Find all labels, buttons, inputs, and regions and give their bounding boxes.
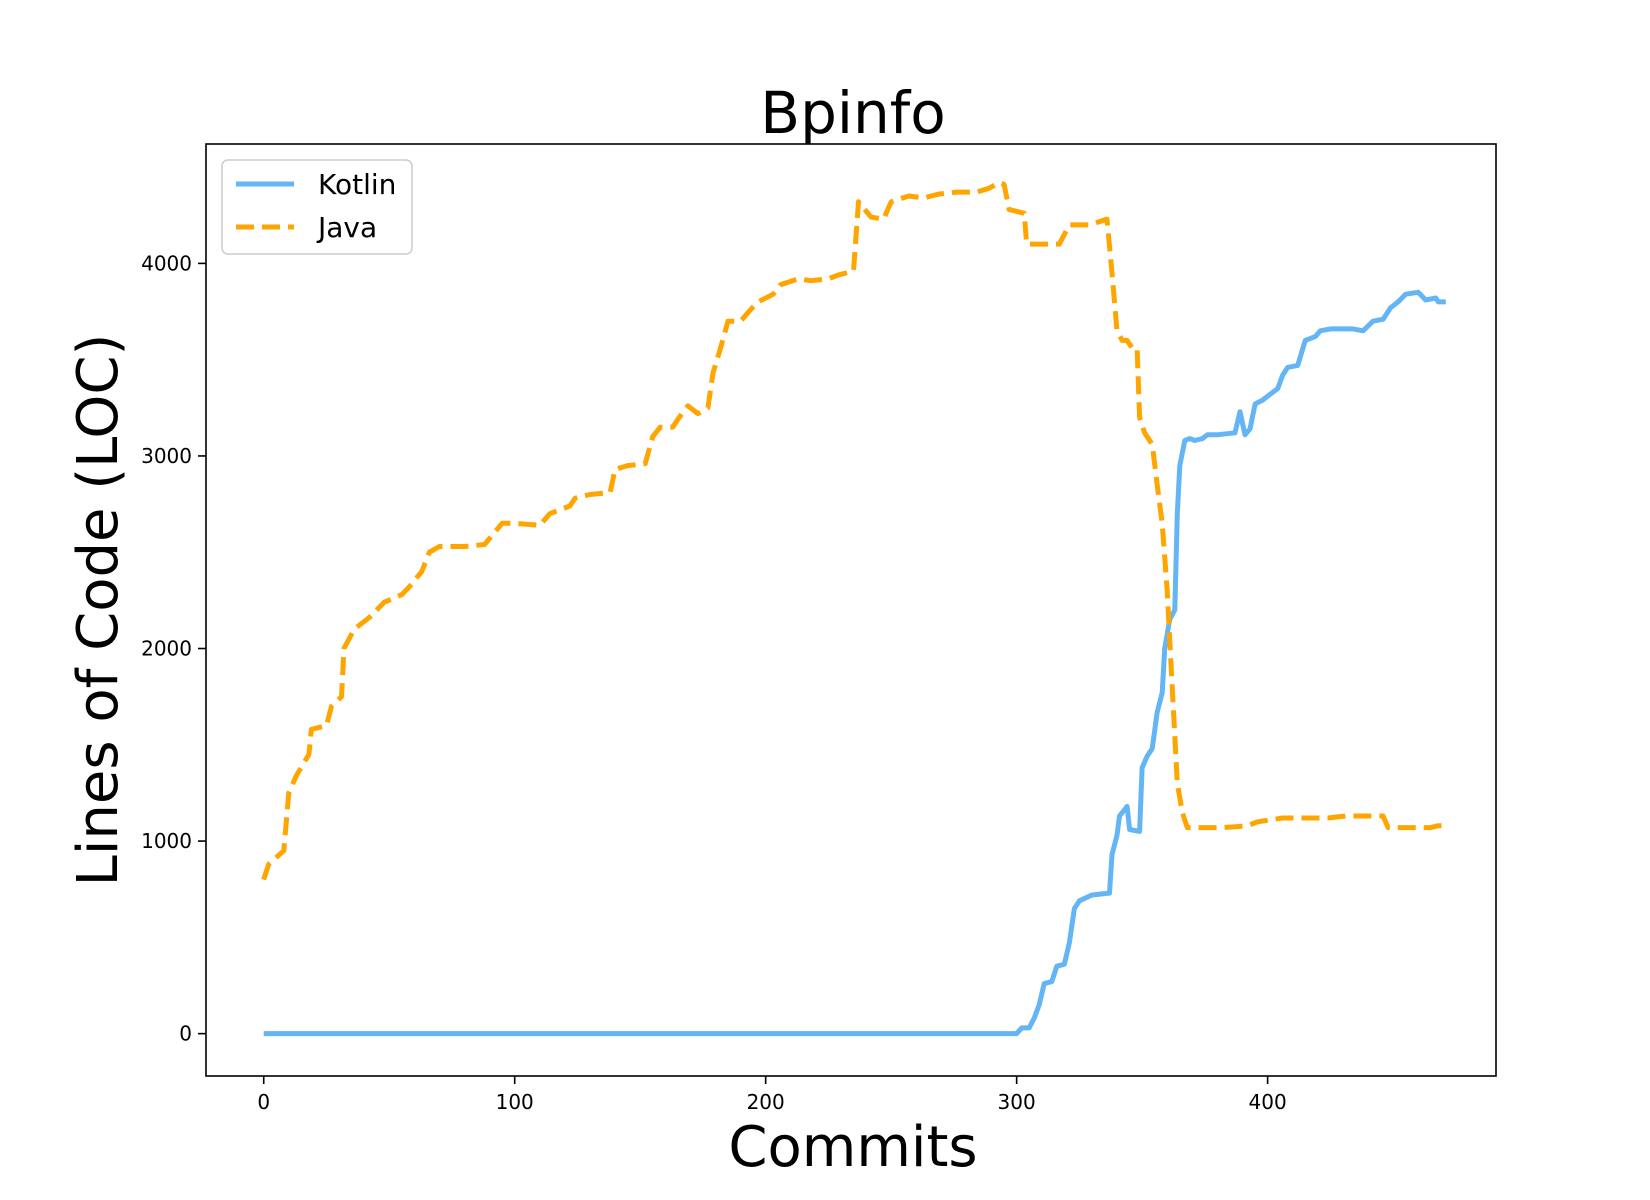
series-line-java [261,180,1446,881]
y-axis-label: Lines of Code (LOC) [66,334,131,887]
chart-title: Bpinfo [760,79,945,147]
y-tick-label: 0 [179,1022,192,1046]
plot-frame [205,143,1497,1077]
series-layer [261,180,1446,1037]
legend-label-kotlin: Kotlin [318,168,396,201]
legend-label-java: Java [316,211,377,244]
y-tick-label: 3000 [141,444,192,468]
y-tick-label: 4000 [141,251,192,275]
y-tick-label: 1000 [141,829,192,853]
x-axis: 0 100 200 300 400 [257,1076,1287,1114]
x-tick-label: 100 [496,1090,534,1114]
legend: Kotlin Java [221,159,413,255]
x-tick-label: 0 [257,1090,270,1114]
x-tick-label: 200 [747,1090,785,1114]
y-tick-label: 2000 [141,637,192,661]
x-axis-label: Commits [728,1115,977,1180]
x-tick-label: 300 [998,1090,1036,1114]
plot-area [206,144,1496,1076]
x-tick-label: 400 [1249,1090,1287,1114]
series-line-kotlin [263,289,1446,1037]
y-axis: 0 1000 2000 3000 4000 [141,251,206,1046]
